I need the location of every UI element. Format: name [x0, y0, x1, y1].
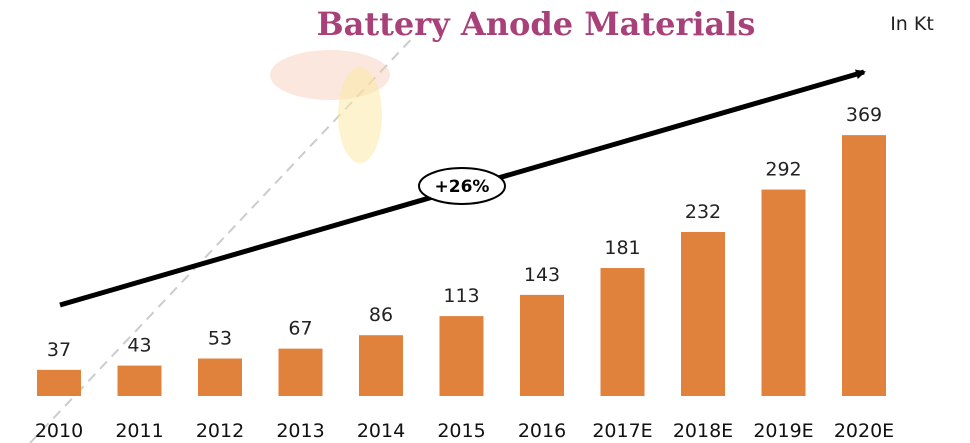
bar	[278, 348, 323, 396]
x-tick-label: 2016	[518, 420, 566, 442]
chart-title: Battery Anode Materials	[317, 5, 756, 43]
value-label: 86	[369, 304, 393, 326]
bar	[681, 231, 725, 396]
x-tick-label: 2013	[276, 420, 324, 442]
watermark-line	[29, 29, 421, 443]
value-label: 143	[524, 264, 560, 286]
x-tick-label: 2012	[196, 420, 244, 442]
x-tick-label: 2018E	[673, 420, 733, 442]
x-tick-label: 2015	[437, 420, 485, 442]
bar	[761, 189, 806, 396]
value-label: 37	[47, 339, 71, 361]
x-tick-label: 2011	[115, 420, 163, 442]
value-label: 181	[604, 237, 640, 259]
x-tick-label: 2020E	[834, 420, 894, 442]
unit-label: In Kt	[890, 13, 934, 35]
x-tick-label: 2019E	[753, 420, 813, 442]
annotation-bubble	[418, 167, 506, 205]
bar	[439, 316, 484, 396]
bar	[117, 365, 162, 396]
x-tick-label: 2017E	[592, 420, 652, 442]
bar	[37, 369, 81, 396]
value-label: 232	[685, 201, 721, 223]
value-label: 53	[208, 328, 232, 350]
value-label: 292	[765, 159, 801, 181]
x-tick-label: 2010	[35, 420, 83, 442]
value-label: 43	[127, 335, 151, 357]
value-label: 67	[288, 318, 312, 340]
bar	[359, 335, 403, 396]
bar	[600, 268, 645, 396]
value-label: 113	[443, 285, 479, 307]
annotation: +26%	[435, 177, 490, 197]
value-label: 369	[846, 104, 882, 126]
bar	[520, 294, 564, 396]
watermark-wing	[338, 67, 382, 163]
bar	[842, 135, 886, 396]
bar	[198, 358, 242, 396]
x-tick-label: 2014	[357, 420, 405, 442]
